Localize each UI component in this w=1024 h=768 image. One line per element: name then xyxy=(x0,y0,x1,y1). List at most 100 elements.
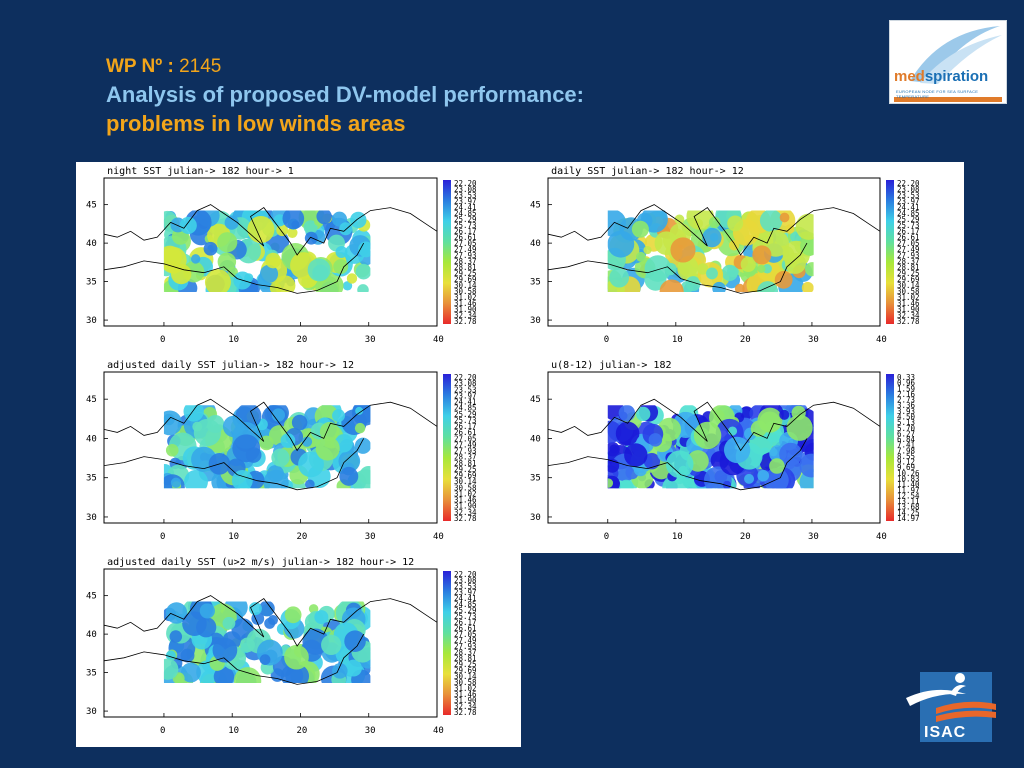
x-tick-label: 10 xyxy=(228,335,239,345)
south-coastline xyxy=(103,633,365,685)
south-coastline xyxy=(547,438,808,491)
isac-logo: ISAC xyxy=(906,664,998,744)
colorbar-label: 30.58 xyxy=(454,483,477,492)
colorbar-label: 27.93 xyxy=(454,447,477,456)
colorbar-label: 8.55 xyxy=(897,452,915,461)
x-tick-label: 40 xyxy=(876,335,887,345)
colorbar-label: 11.40 xyxy=(897,480,920,489)
colorbar-label: 22.20 xyxy=(454,373,477,382)
colorbar-label: 23.08 xyxy=(454,379,477,388)
colorbar-label: 25.29 xyxy=(454,215,477,224)
colorbar-label: 23.08 xyxy=(897,185,920,194)
colorbar-label: 25.73 xyxy=(897,221,920,230)
north-coastline xyxy=(103,204,438,256)
x-tick-label: 0 xyxy=(160,335,165,345)
colorbar xyxy=(443,180,451,324)
x-tick-label: 10 xyxy=(672,335,683,345)
colorbar-label: 28.37 xyxy=(897,257,920,266)
panel-title: u(8-12) julian-> 182 xyxy=(551,360,671,371)
y-tick-label: 35 xyxy=(86,669,97,679)
colorbar-label: 9.12 xyxy=(897,458,915,467)
colorbar-label: 26.61 xyxy=(454,233,477,242)
colorbar-label: 31.46 xyxy=(454,299,477,308)
night-sst-panel: night SST julian-> 182 hour-> 1 45 40 35 30 0… xyxy=(86,166,477,345)
colorbar-label: 23.53 xyxy=(454,385,477,394)
colorbar-label: 30.14 xyxy=(897,281,920,290)
colorbar-label: 31.90 xyxy=(454,696,477,705)
colorbar-label: 32.34 xyxy=(454,702,477,711)
colorbar-label: 26.17 xyxy=(897,227,920,236)
colorbar-label: 7.41 xyxy=(897,441,915,450)
colorbar-label: 7.98 xyxy=(897,446,916,455)
colorbar-label: 25.73 xyxy=(454,416,477,425)
colorbar-label: 26.61 xyxy=(897,233,920,242)
colorbar-label: 31.90 xyxy=(897,305,920,314)
colorbar-label: 27.05 xyxy=(897,239,920,248)
colorbar-label: 28.37 xyxy=(454,453,477,462)
colorbar-label: 24.41 xyxy=(454,203,477,212)
colorbar-label: 29.69 xyxy=(454,666,477,675)
colorbar-label: 29.69 xyxy=(897,275,920,284)
south-coastline xyxy=(103,242,365,294)
colorbar xyxy=(443,571,451,715)
colorbar-label: 24.85 xyxy=(454,600,477,609)
colorbar-label: 29.25 xyxy=(454,269,477,278)
sst-field xyxy=(607,405,814,489)
colorbar-label: 31.02 xyxy=(454,293,477,302)
x-tick-label: 0 xyxy=(160,726,165,736)
colorbar-label: 24.85 xyxy=(897,209,920,218)
colorbar-label: 31.90 xyxy=(454,305,477,314)
colorbar-label: 30.14 xyxy=(454,281,477,290)
colorbar-label: 26.17 xyxy=(454,422,477,431)
colorbar xyxy=(443,374,451,521)
colorbar-label: 32.78 xyxy=(454,317,477,326)
colorbar-label: 27.93 xyxy=(897,251,920,260)
y-tick-label: 40 xyxy=(530,434,541,444)
colorbar-label: 23.97 xyxy=(454,197,477,206)
slide-subtitle: problems in low winds areas xyxy=(106,111,406,136)
colorbar-label: 24.41 xyxy=(897,203,920,212)
colorbar-label: 13.68 xyxy=(897,503,920,512)
colorbar-label: 31.46 xyxy=(454,690,477,699)
colorbar-label: 23.53 xyxy=(897,191,920,200)
colorbar-label: 24.85 xyxy=(454,404,477,413)
medspiration-subtitle: EUROPEAN NODE FOR SEA SURFACE TEMPERATUR… xyxy=(896,89,979,99)
colorbar-label: 23.08 xyxy=(454,576,477,585)
y-tick-label: 30 xyxy=(86,513,97,523)
colorbar-label: 27.49 xyxy=(454,440,477,449)
colorbar-label: 23.53 xyxy=(454,191,477,200)
colorbar-label: 10.83 xyxy=(897,475,920,484)
y-tick-label: 30 xyxy=(86,316,97,326)
colorbar-label: 0.96 xyxy=(897,379,916,388)
wp-line: WP Nº : 2145 xyxy=(106,54,584,80)
colorbar-label: 2.16 xyxy=(897,390,916,399)
colorbar-label: 27.05 xyxy=(454,239,477,248)
x-tick-label: 20 xyxy=(296,532,307,542)
colorbar-label: 29.69 xyxy=(454,275,477,284)
colorbar-label: 24.41 xyxy=(454,594,477,603)
colorbar-label: 30.58 xyxy=(454,287,477,296)
colorbar-label: 26.61 xyxy=(454,624,477,633)
x-tick-label: 20 xyxy=(296,335,307,345)
colorbar-label: 31.90 xyxy=(454,502,477,511)
colorbar-label: 28.37 xyxy=(454,257,477,266)
colorbar-label: 22.20 xyxy=(454,179,477,188)
x-tick-label: 10 xyxy=(228,532,239,542)
colorbar-label: 31.46 xyxy=(454,496,477,505)
colorbar-label: 26.61 xyxy=(454,428,477,437)
x-tick-label: 40 xyxy=(433,532,444,542)
wp-number: 2145 xyxy=(179,56,222,77)
x-tick-label: 20 xyxy=(740,335,751,345)
y-tick-label: 40 xyxy=(86,239,97,249)
colorbar-label: 13.11 xyxy=(897,497,920,506)
colorbar-label: 31.02 xyxy=(454,684,477,693)
panel-title: adjusted daily SST (u>2 m/s) julian-> 18… xyxy=(107,557,414,568)
colorbar-label: 28.81 xyxy=(454,459,477,468)
colorbar-label: 32.34 xyxy=(897,311,920,320)
slide-title: Analysis of proposed DV-model performanc… xyxy=(106,82,584,107)
x-tick-label: 0 xyxy=(604,532,609,542)
y-tick-label: 30 xyxy=(530,316,541,326)
colorbar-label: 28.81 xyxy=(454,654,477,663)
colorbar xyxy=(886,180,894,324)
colorbar-label: 29.25 xyxy=(897,269,920,278)
